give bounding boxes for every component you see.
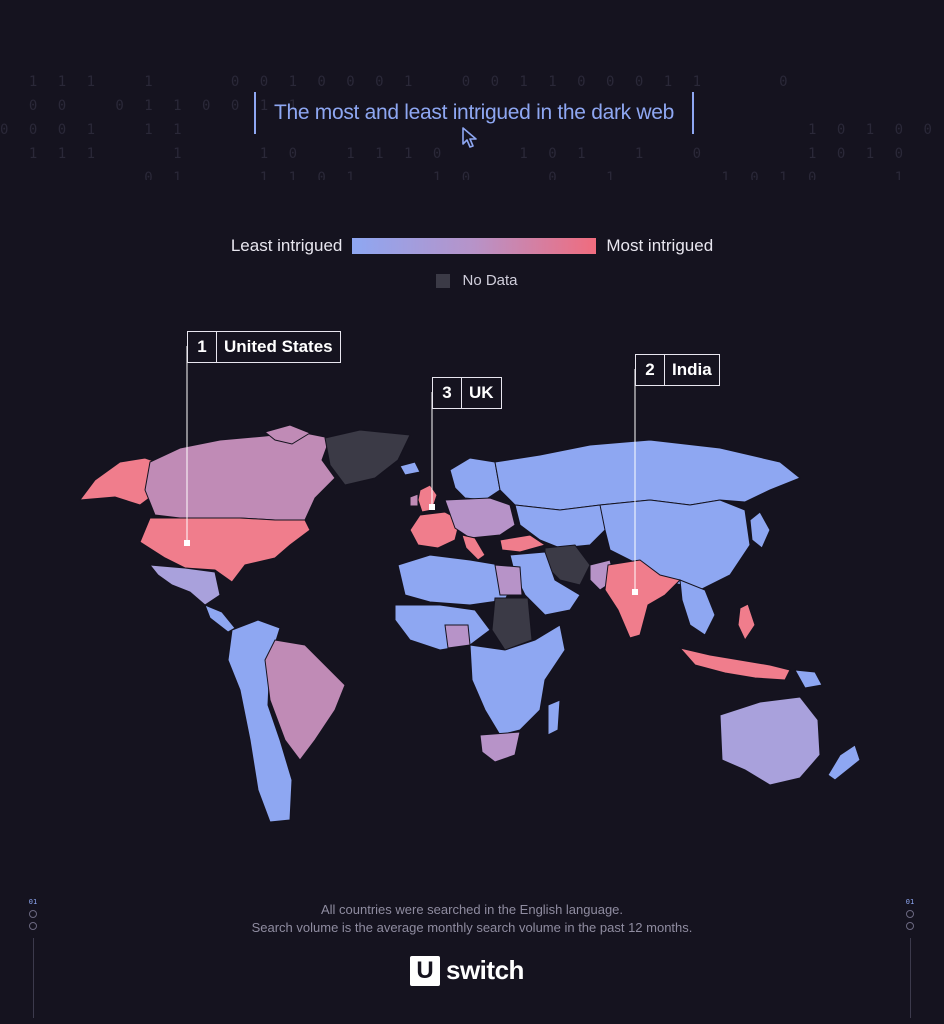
callout-rank-number: 3 xyxy=(433,378,462,408)
map-region-korea-japan xyxy=(749,511,771,549)
side-marker-dot xyxy=(29,910,37,918)
footnote: All countries were searched in the Engli… xyxy=(0,901,944,937)
side-marker-label: 01 xyxy=(28,898,38,906)
map-region-indonesia xyxy=(678,647,791,681)
legend-least-label: Least intrigued xyxy=(230,236,343,255)
map-region-south-africa xyxy=(479,731,521,763)
page-title: The most and least intrigued in the dark… xyxy=(273,101,675,124)
map-region-egypt xyxy=(494,564,523,596)
map-region-turkey xyxy=(499,534,547,553)
map-region-uk xyxy=(417,484,438,513)
footnote-line-1: All countries were searched in the Engli… xyxy=(320,902,624,917)
no-data-swatch xyxy=(436,273,451,288)
map-region-scandinavia xyxy=(449,457,501,501)
side-marker-label: 01 xyxy=(905,898,915,906)
map-region-south-america-west xyxy=(227,619,293,823)
legend-gradient-bar xyxy=(352,238,597,254)
map-region-central-america xyxy=(204,604,236,633)
map-region-central-asia xyxy=(514,504,611,549)
callout-rank-1: 1 United States xyxy=(187,331,341,363)
map-region-ireland xyxy=(409,493,419,507)
map-region-new-zealand xyxy=(827,744,861,781)
callout-country-name: UK xyxy=(469,383,494,402)
footnote-line-2: Search volume is the average monthly sea… xyxy=(251,920,693,935)
world-map xyxy=(78,424,861,823)
map-region-greenland xyxy=(324,429,411,486)
no-data-label: No Data xyxy=(462,272,518,289)
callout-rank-2: 2 India xyxy=(635,354,720,386)
side-marker-dot xyxy=(906,922,914,930)
side-marker-left: 01 xyxy=(27,898,39,1018)
map-region-madagascar xyxy=(547,699,561,736)
side-marker-dot xyxy=(29,922,37,930)
map-region-mexico xyxy=(148,564,221,606)
side-marker-line xyxy=(32,938,34,1018)
map-region-canada xyxy=(144,431,336,521)
map-region-australia xyxy=(719,696,821,786)
callout-rank-3: 3 UK xyxy=(432,377,502,409)
color-legend: Least intrigued Most intrigued xyxy=(0,236,944,256)
callout-country-name: India xyxy=(672,360,712,379)
callout-rank-number: 1 xyxy=(188,332,217,362)
map-region-brazil xyxy=(264,639,346,761)
map-region-western-europe xyxy=(409,511,461,549)
map-region-russia xyxy=(494,439,801,511)
map-region-iceland xyxy=(399,461,421,476)
logo-mark: U xyxy=(410,955,440,986)
logo-wordmark: switch xyxy=(446,955,524,985)
map-region-central-europe xyxy=(444,497,516,539)
map-region-canada-islands xyxy=(263,424,312,445)
map-region-philippines xyxy=(737,603,756,642)
legend-most-label: Most intrigued xyxy=(606,236,714,255)
side-marker-right: 01 xyxy=(904,898,916,1018)
map-region-usa xyxy=(139,517,311,583)
map-region-southeast-asia xyxy=(679,579,716,636)
callout-rank-number: 2 xyxy=(636,355,665,385)
binary-background: 1 1 1 1 0 0 1 0 0 0 1 0 0 1 1 0 0 0 1 1 … xyxy=(0,74,938,180)
uswitch-logo: U switch xyxy=(410,955,524,986)
side-marker-line xyxy=(909,938,911,1018)
map-region-china xyxy=(599,499,751,591)
cursor-icon xyxy=(462,127,477,148)
map-region-central-africa xyxy=(469,624,566,736)
title-frame: The most and least intrigued in the dark… xyxy=(254,92,694,134)
map-region-west-africa xyxy=(394,604,491,651)
map-region-nigeria xyxy=(444,624,471,649)
map-region-italy xyxy=(461,534,486,561)
map-region-papua xyxy=(794,669,823,689)
side-marker-dot xyxy=(906,910,914,918)
callout-country-name: United States xyxy=(224,337,333,356)
map-region-sudan xyxy=(491,597,533,651)
map-region-india xyxy=(604,559,681,639)
no-data-legend: No Data xyxy=(0,272,944,289)
